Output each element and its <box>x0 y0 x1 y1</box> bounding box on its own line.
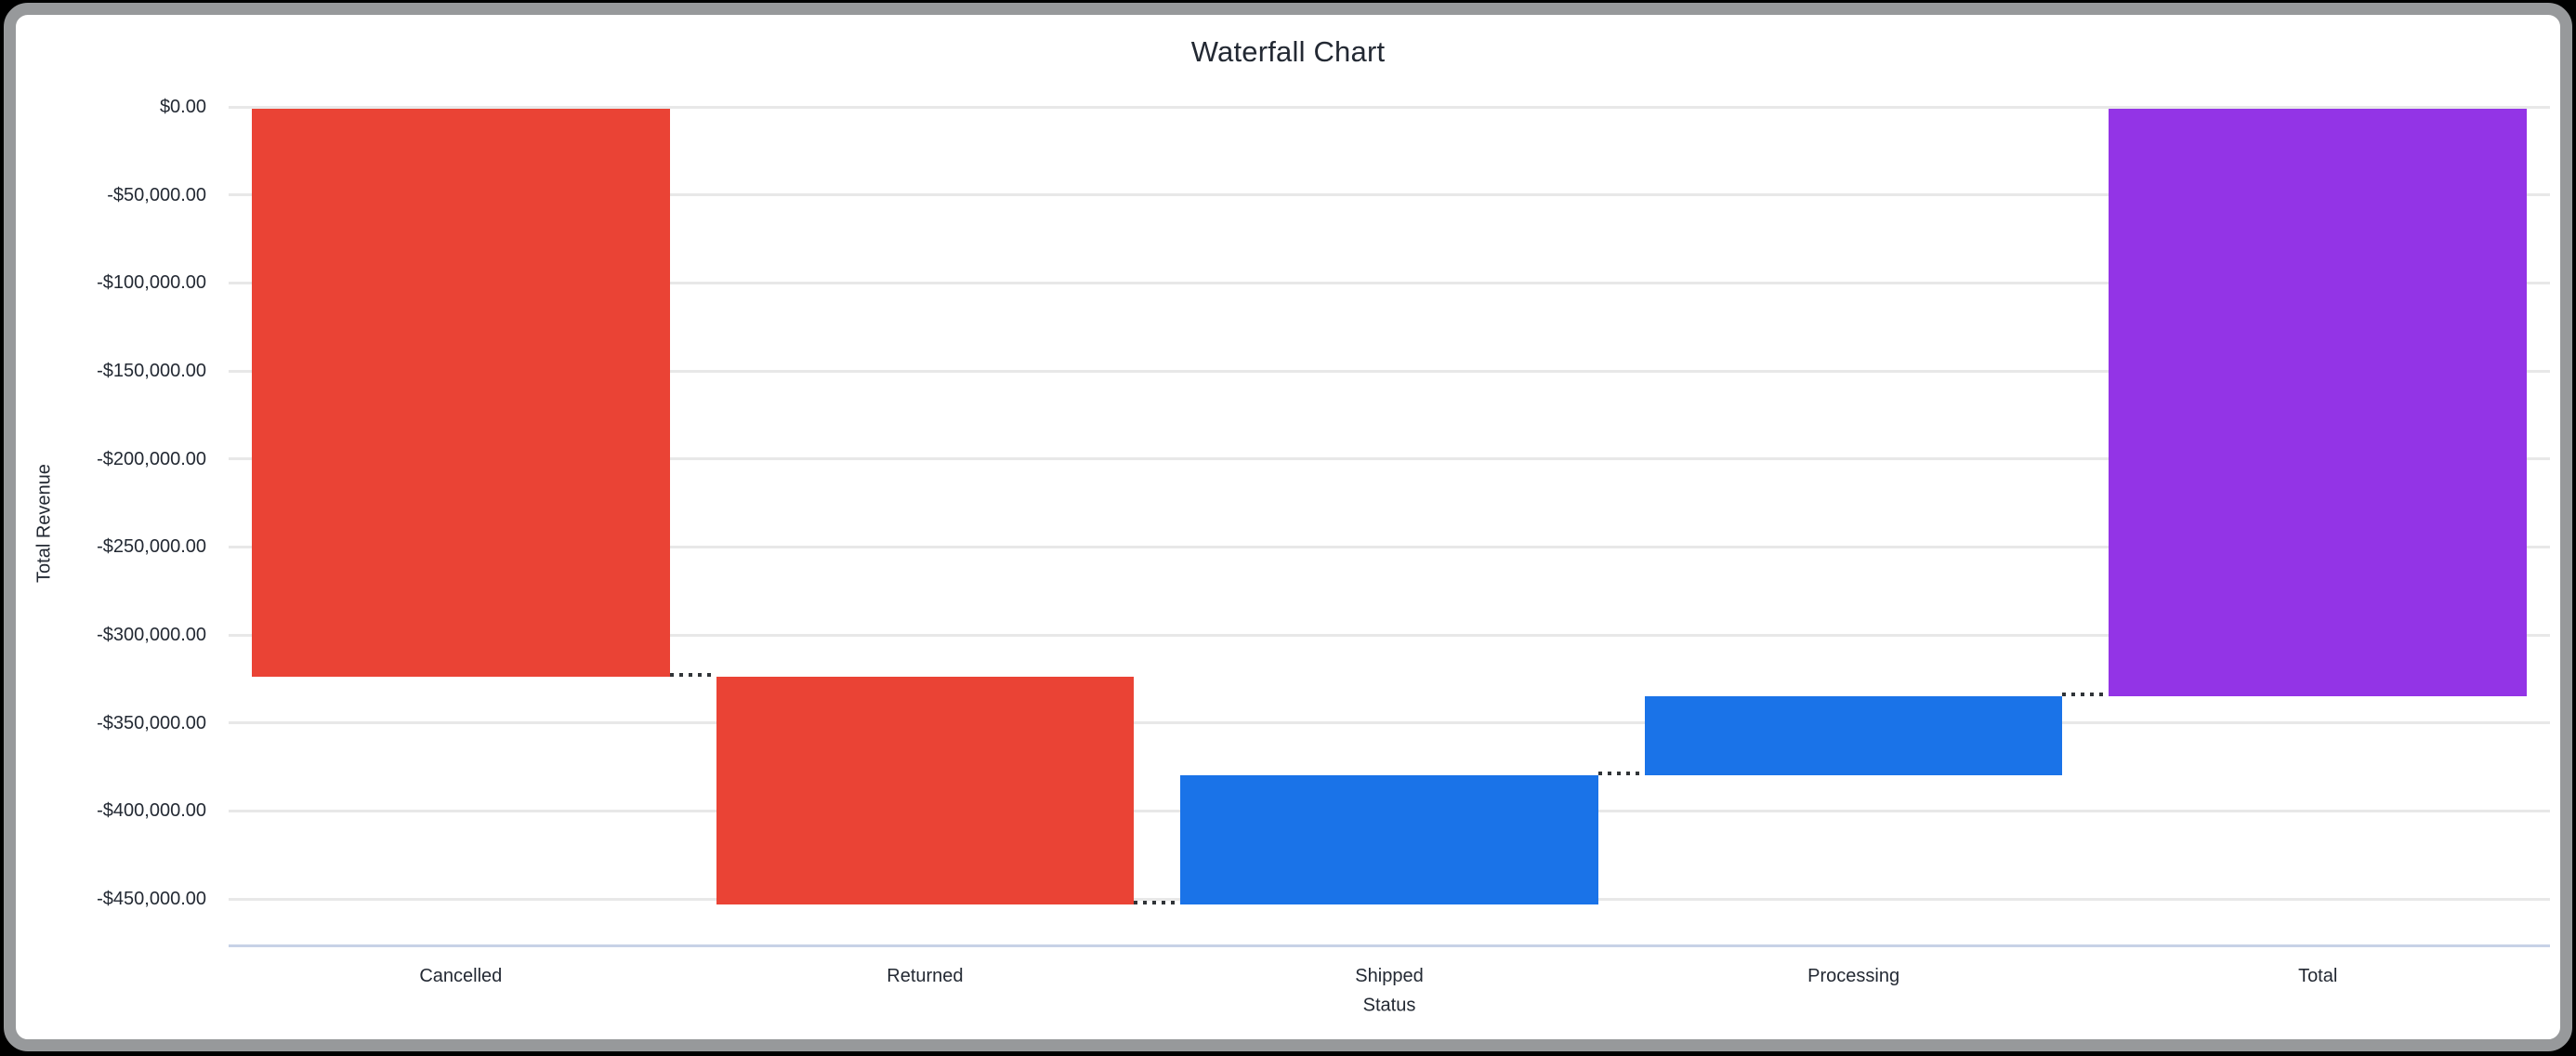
x-category-label-shipped: Shipped <box>1355 966 1424 986</box>
waterfall-connector-3 <box>2062 693 2109 697</box>
bar-total[interactable] <box>2109 109 2527 697</box>
bar-shipped[interactable] <box>1180 775 1598 904</box>
y-tick-label: $0.00 <box>159 97 206 117</box>
y-tick-label: -$450,000.00 <box>97 889 206 909</box>
gridline--50000 <box>229 193 2550 197</box>
gridline--150000 <box>229 369 2550 373</box>
x-category-label-returned: Returned <box>887 966 964 986</box>
waterfall-connector-2 <box>1597 772 1645 776</box>
gridline-0 <box>229 105 2550 109</box>
gridline--350000 <box>229 721 2550 725</box>
y-tick-label: -$150,000.00 <box>97 361 206 381</box>
y-axis-title: Total Revenue <box>33 464 55 583</box>
chart-title: Waterfall Chart <box>1190 35 1386 68</box>
y-tick-label: -$200,000.00 <box>97 448 206 469</box>
waterfall-connector-1 <box>1134 900 1181 904</box>
x-category-label-cancelled: Cancelled <box>419 966 503 986</box>
gridline--100000 <box>229 281 2550 284</box>
y-tick-label: -$400,000.00 <box>97 800 206 822</box>
waterfall-connector-0 <box>669 673 716 678</box>
y-tick-label: -$100,000.00 <box>97 272 206 294</box>
x-axis-title: Status <box>1362 995 1416 1016</box>
bar-cancelled[interactable] <box>251 109 670 678</box>
gridline--300000 <box>229 633 2550 637</box>
x-axis-line <box>229 944 2550 947</box>
bar-returned[interactable] <box>716 677 1135 904</box>
y-tick-label: -$300,000.00 <box>97 625 206 645</box>
y-tick-label: -$50,000.00 <box>107 184 206 205</box>
bar-processing[interactable] <box>1644 696 2063 776</box>
y-tick-label: -$250,000.00 <box>97 536 206 558</box>
x-category-label-processing: Processing <box>1807 966 1900 986</box>
y-tick-label: -$350,000.00 <box>97 712 206 733</box>
gridline--250000 <box>229 545 2550 548</box>
x-category-label-total: Total <box>2298 966 2338 986</box>
gridline--200000 <box>229 457 2550 461</box>
